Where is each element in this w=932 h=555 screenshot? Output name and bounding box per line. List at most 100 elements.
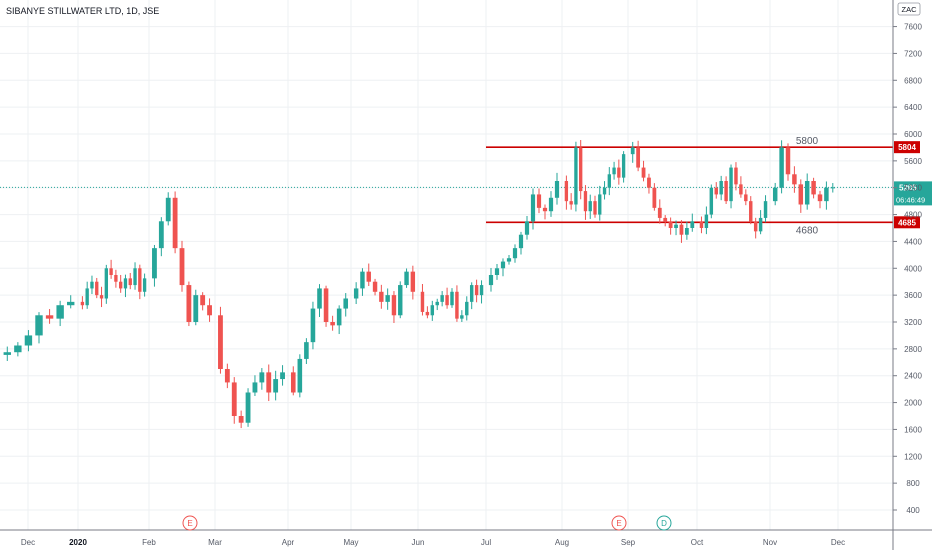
x-tick-label: 2020 bbox=[69, 538, 87, 547]
level-annotation: 4680 bbox=[796, 225, 819, 236]
y-tick-label: 800 bbox=[906, 479, 920, 488]
candle-body bbox=[445, 295, 449, 306]
candle-body bbox=[238, 416, 244, 423]
x-tick-label: Mar bbox=[208, 538, 222, 547]
candle-body bbox=[824, 187, 829, 202]
current-price-label: 5205 bbox=[899, 183, 917, 192]
candle-body bbox=[753, 221, 758, 232]
candle-body bbox=[252, 382, 258, 393]
candle-body bbox=[579, 147, 583, 192]
candle-body bbox=[636, 147, 641, 168]
candle-body bbox=[152, 248, 157, 279]
candle-body bbox=[90, 281, 94, 289]
current-price-badge-box bbox=[894, 181, 932, 206]
candle-body bbox=[668, 221, 673, 228]
candle-body bbox=[353, 288, 359, 299]
candle-body bbox=[391, 295, 397, 316]
candle-body bbox=[186, 285, 192, 322]
y-axis: 400 800 1200 1600 2000 2400 2800 3200 3600 4000 44… bbox=[892, 0, 922, 550]
y-tick-label: 7600 bbox=[904, 23, 922, 32]
candle-body bbox=[420, 291, 425, 312]
candle-body bbox=[128, 278, 132, 286]
candle-body bbox=[734, 167, 738, 185]
candle-body bbox=[518, 234, 524, 249]
candle-body bbox=[804, 181, 810, 205]
candle-body bbox=[259, 372, 265, 383]
candle-body bbox=[323, 288, 329, 322]
candle-body bbox=[647, 177, 651, 188]
candle-body bbox=[744, 194, 748, 202]
x-axis: Dec 2020 Feb Mar Apr May Jun Jul Aug Sep Oct Nov Dec bbox=[0, 529, 932, 547]
y-tick-label: 2400 bbox=[904, 372, 922, 381]
candle-body bbox=[554, 181, 560, 198]
candle-body bbox=[479, 285, 484, 296]
candle-body bbox=[245, 392, 251, 423]
candle-body bbox=[158, 221, 164, 249]
y-tick-label: 6000 bbox=[904, 130, 922, 139]
candle-body bbox=[811, 181, 816, 195]
candle-body bbox=[612, 167, 616, 175]
candle-body bbox=[542, 207, 548, 212]
candle-body bbox=[398, 285, 403, 316]
candle-body bbox=[317, 288, 322, 309]
y-tick-label: 6400 bbox=[904, 103, 922, 112]
candle-body bbox=[465, 301, 469, 316]
candle-body bbox=[119, 281, 123, 289]
candle-body bbox=[779, 147, 784, 188]
y-tick-label: 4400 bbox=[904, 237, 922, 246]
candle-body bbox=[440, 295, 444, 302]
candle-body bbox=[574, 147, 578, 205]
y-tick-label: 1600 bbox=[904, 425, 922, 434]
y-tick-label: 2000 bbox=[904, 399, 922, 408]
level-badge: 5804 bbox=[898, 143, 916, 152]
candle-body bbox=[330, 322, 335, 326]
candle-body bbox=[663, 217, 668, 222]
y-tick-label: 5600 bbox=[904, 157, 922, 166]
x-tick-label: Apr bbox=[282, 538, 295, 547]
currency-badge-box[interactable] bbox=[897, 2, 921, 16]
horizontal-lines: 5804 5800 4685 4680 5205 06:46:49 bbox=[0, 136, 932, 236]
candle-body bbox=[739, 184, 743, 195]
candle-body bbox=[652, 187, 657, 208]
candle-body bbox=[133, 268, 137, 286]
candle-body bbox=[602, 187, 607, 195]
candle-body bbox=[360, 271, 365, 289]
candle-body bbox=[304, 342, 309, 359]
candle-body bbox=[218, 315, 223, 369]
candle-body bbox=[231, 382, 237, 416]
candle-body bbox=[524, 221, 530, 235]
candle-body bbox=[474, 285, 479, 296]
candle-body bbox=[607, 174, 611, 188]
candle-body bbox=[830, 187, 836, 189]
candle-body bbox=[224, 369, 230, 383]
candle-body bbox=[630, 147, 635, 155]
y-tick-label: 7200 bbox=[904, 49, 922, 58]
candle-body bbox=[763, 201, 768, 218]
candle-body bbox=[379, 291, 384, 302]
candle-body bbox=[798, 184, 804, 205]
candle-body bbox=[469, 285, 474, 302]
candle-body bbox=[684, 228, 689, 235]
candles[interactable] bbox=[3, 139, 836, 429]
earnings-marker bbox=[611, 515, 627, 531]
candle-body bbox=[138, 268, 142, 292]
candle-body bbox=[95, 281, 99, 296]
candle-body bbox=[207, 305, 212, 316]
candle-body bbox=[14, 345, 22, 353]
candle-body bbox=[564, 181, 569, 202]
event-marker-letter: D bbox=[661, 519, 667, 528]
candle-body bbox=[758, 217, 763, 232]
candle-body bbox=[641, 167, 646, 178]
candle-body bbox=[200, 295, 206, 306]
x-tick-label: May bbox=[343, 538, 358, 547]
candle-body bbox=[772, 187, 778, 202]
candle-body bbox=[512, 248, 518, 259]
y-tick-label: 4800 bbox=[904, 211, 922, 220]
candle-body bbox=[583, 191, 588, 212]
candle-body bbox=[24, 335, 33, 346]
currency-badge[interactable]: ZAC bbox=[902, 5, 918, 14]
candle-body bbox=[99, 295, 104, 299]
candle-body bbox=[372, 281, 378, 292]
event-marker-letter: E bbox=[616, 519, 621, 528]
